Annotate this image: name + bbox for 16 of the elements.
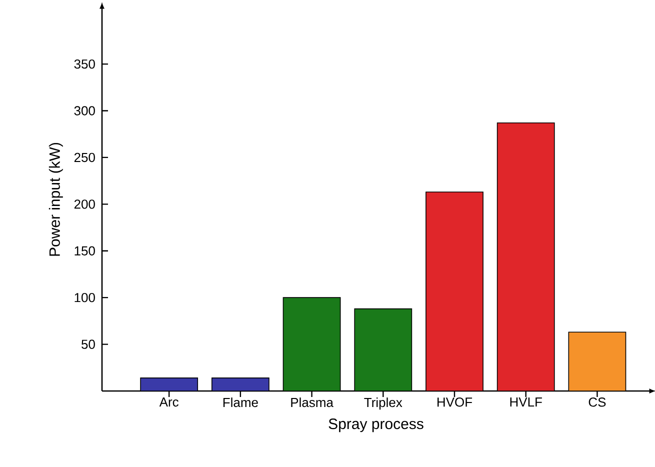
x-axis-title: Spray process — [328, 418, 424, 432]
x-tick-label: HVOF — [438, 398, 472, 407]
y-tick-label: 150 — [74, 246, 95, 256]
x-tick-label: Plasma — [291, 398, 334, 408]
y-axis-title: Power input (kW) — [48, 142, 63, 256]
x-tick-label: Triplex — [364, 398, 402, 410]
x-tick-label: Arc — [159, 398, 178, 407]
y-tick-label: 100 — [74, 292, 95, 302]
x-tick-label: HVLF — [510, 398, 542, 406]
x-tick-label: CS — [588, 398, 606, 407]
x-tick-label: Flame — [223, 398, 258, 408]
y-tick-label: 50 — [82, 340, 95, 349]
y-tick-label: 300 — [74, 106, 95, 116]
y-tick-label: 250 — [74, 152, 95, 162]
y-tick-label: 350 — [74, 59, 95, 69]
y-tick-label: 200 — [74, 200, 95, 209]
